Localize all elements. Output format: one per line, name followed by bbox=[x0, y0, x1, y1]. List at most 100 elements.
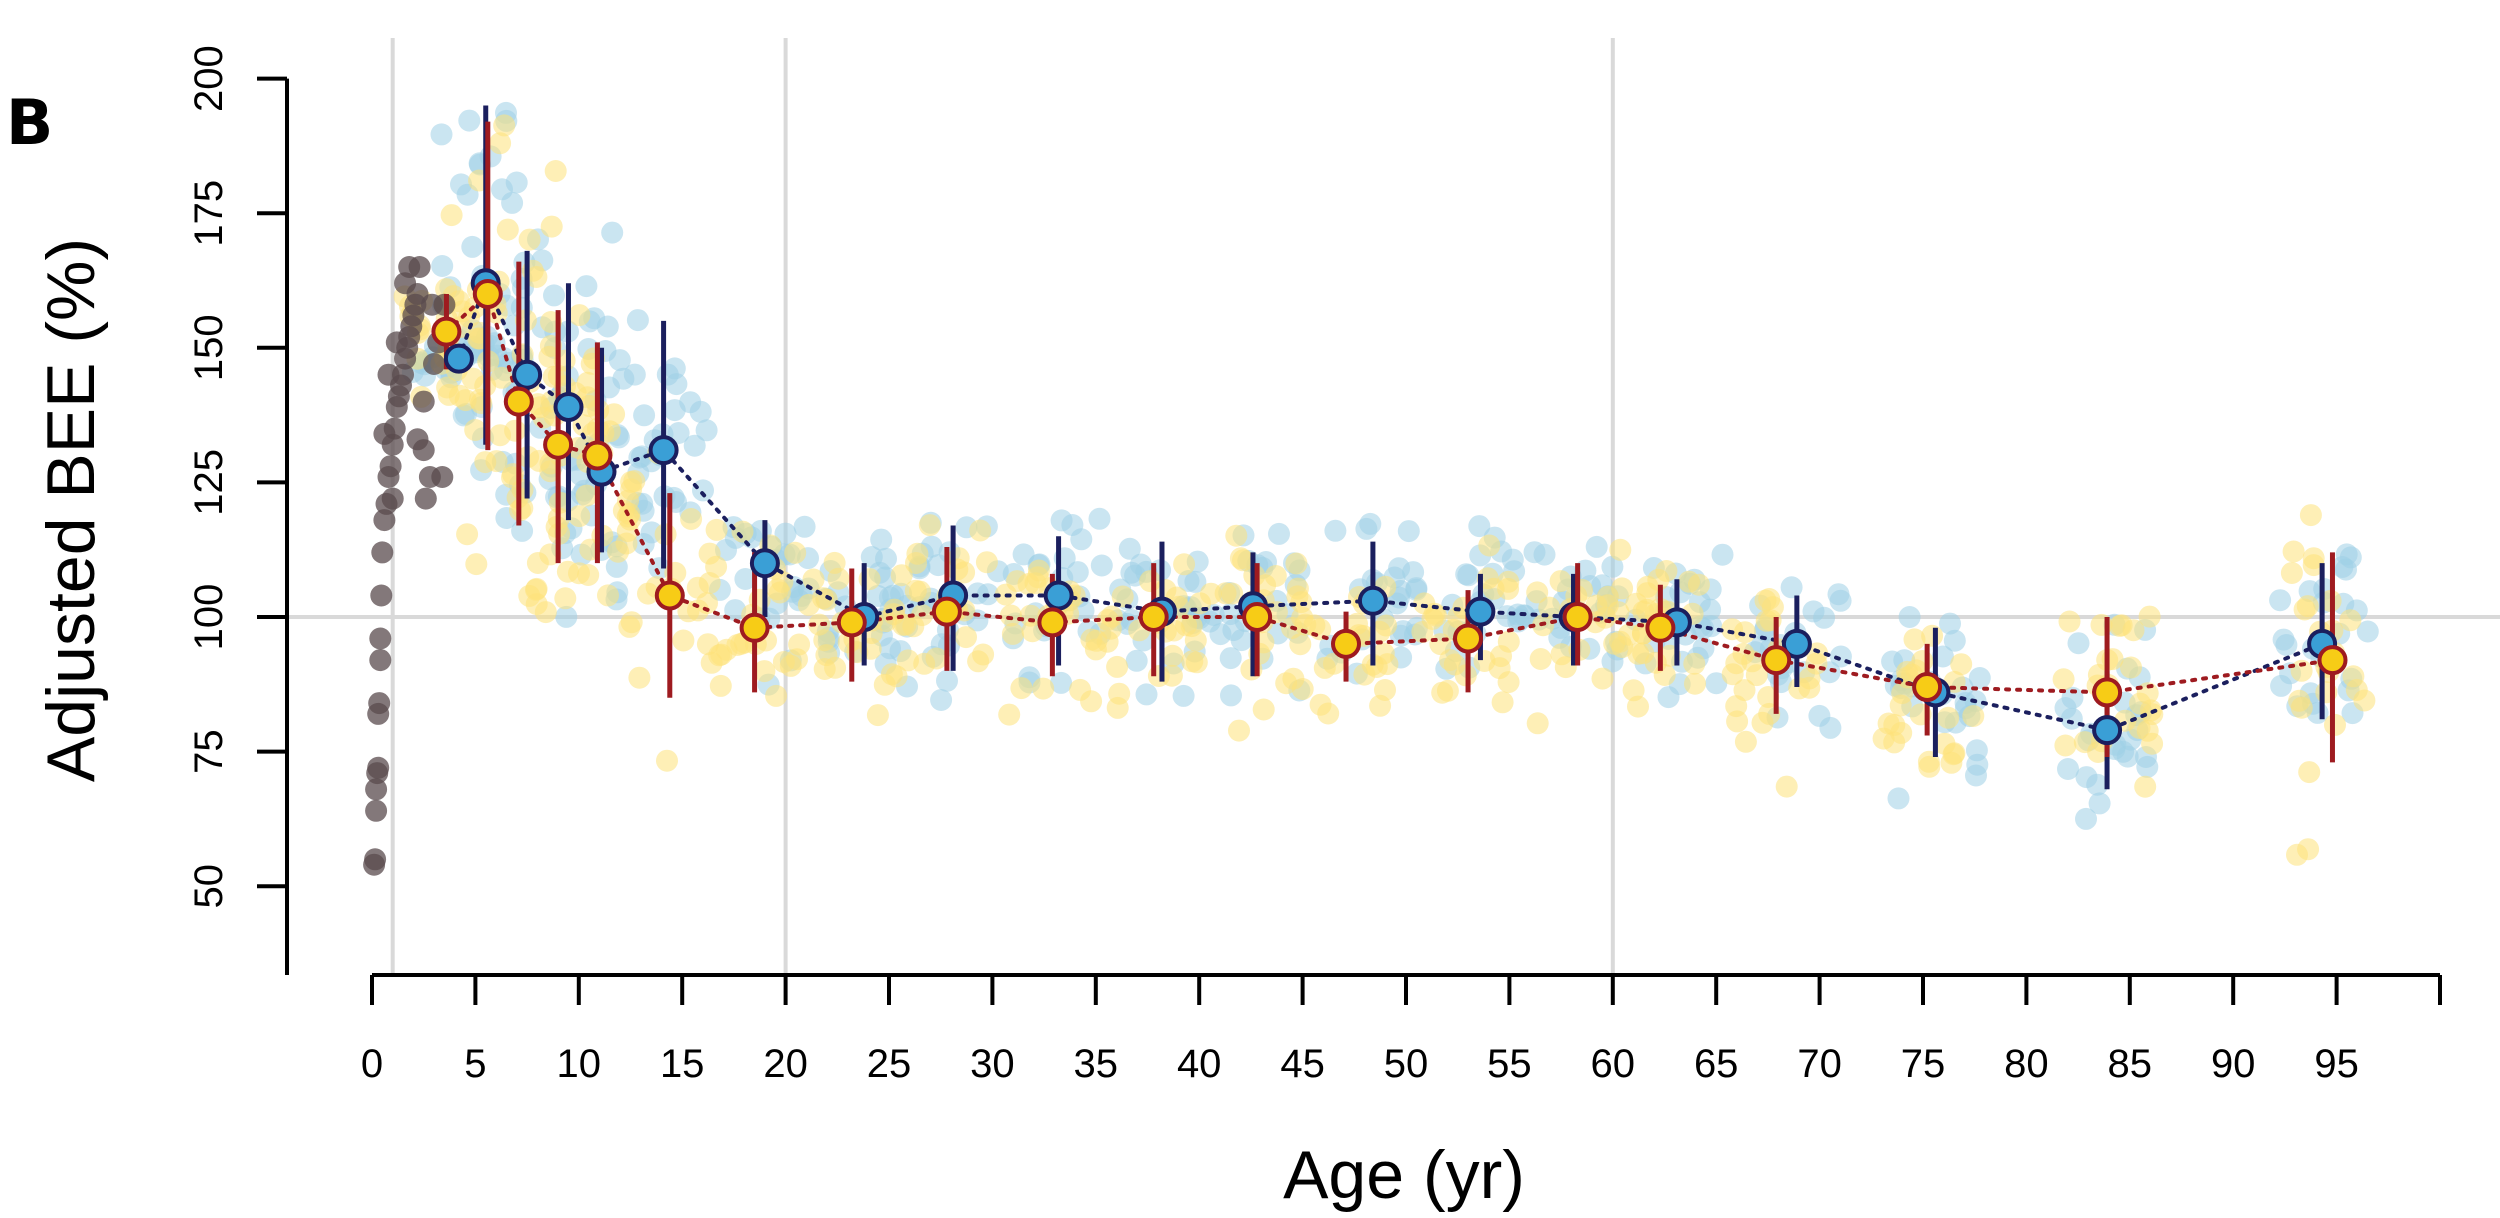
infant-point bbox=[379, 455, 402, 478]
scatter-point bbox=[620, 471, 643, 493]
x-tick-label: 45 bbox=[1280, 1042, 1325, 1086]
scatter-point bbox=[1431, 681, 1454, 704]
scatter-point bbox=[656, 749, 678, 772]
mean-points bbox=[431, 268, 2348, 746]
scatter-point bbox=[608, 349, 631, 372]
scatter-point bbox=[1529, 648, 1552, 670]
scatter-point bbox=[779, 654, 802, 677]
y-axis-title: Adjusted BEE (%) bbox=[33, 238, 109, 782]
yellow-mean-point bbox=[1912, 672, 1943, 702]
scatter-point bbox=[1877, 712, 1900, 735]
scatter-point bbox=[1069, 678, 1092, 701]
scatter-point bbox=[734, 568, 757, 590]
scatter-point bbox=[2054, 734, 2077, 757]
scatter-point bbox=[998, 703, 1021, 726]
scatter-point bbox=[555, 605, 578, 628]
scatter-point bbox=[2272, 628, 2295, 651]
infant-point bbox=[421, 293, 443, 316]
x-tick-label: 35 bbox=[1074, 1042, 1119, 1086]
scatter-point bbox=[1802, 600, 1825, 623]
yellow-mean-point bbox=[2092, 677, 2123, 708]
x-axis-title: Age (yr) bbox=[1283, 1137, 1525, 1213]
scatter-point bbox=[461, 235, 484, 258]
scatter-point bbox=[2052, 668, 2075, 691]
yellow-mean-point bbox=[503, 386, 534, 417]
scatter-point bbox=[1177, 570, 1200, 592]
scatter-point bbox=[1819, 716, 1842, 739]
x-tick-label: 0 bbox=[361, 1042, 383, 1086]
scatter-point bbox=[1457, 564, 1480, 587]
scatter-point bbox=[1683, 652, 1706, 675]
scatter-point bbox=[2345, 678, 2368, 701]
infant-point bbox=[423, 353, 445, 375]
scatter-point bbox=[431, 255, 454, 277]
scatter-point bbox=[1758, 588, 1781, 610]
scatter-point bbox=[1687, 573, 1710, 596]
scatter-point bbox=[1291, 678, 1314, 700]
scatter-point bbox=[904, 579, 927, 602]
scatter-point bbox=[1229, 547, 1252, 570]
scatter-point bbox=[1497, 570, 1520, 593]
infant-point bbox=[364, 848, 387, 871]
scatter-point bbox=[1111, 585, 1134, 608]
scatter-point bbox=[1601, 555, 1624, 578]
scatter-point bbox=[543, 284, 565, 307]
yellow-mean-point bbox=[472, 279, 503, 309]
scatter-point bbox=[788, 633, 811, 656]
scatter-point bbox=[1549, 570, 1572, 593]
scatter-point bbox=[1780, 576, 1803, 599]
scatter-point bbox=[897, 649, 919, 672]
scatter-point bbox=[618, 615, 641, 638]
infant-point bbox=[406, 428, 429, 451]
scatter-point bbox=[824, 656, 847, 679]
y-tick-label: 150 bbox=[187, 314, 231, 381]
scatter-point bbox=[680, 508, 703, 530]
scatter-point bbox=[866, 584, 889, 607]
scatter-point bbox=[1903, 628, 1926, 651]
background-points bbox=[393, 101, 2379, 866]
scatter-point bbox=[2356, 620, 2379, 643]
scatter-point bbox=[683, 434, 706, 457]
scatter-point bbox=[2088, 792, 2111, 815]
scatter-point bbox=[2075, 807, 2097, 830]
scatter-point bbox=[1019, 604, 1042, 627]
infant-point bbox=[368, 692, 391, 715]
scatter-point bbox=[2296, 595, 2319, 618]
infant-point bbox=[377, 363, 400, 386]
scatter-point bbox=[1219, 647, 1242, 670]
scatter-point bbox=[525, 266, 548, 288]
scatter-point bbox=[505, 171, 528, 194]
scatter-point bbox=[568, 505, 591, 528]
scatter-point bbox=[601, 221, 624, 244]
scatter-point bbox=[724, 599, 747, 622]
yellow-mean-point bbox=[431, 316, 462, 347]
scatter-point bbox=[1173, 553, 1196, 576]
scatter-point bbox=[708, 644, 731, 667]
scatter-point bbox=[1118, 537, 1141, 560]
scatter-point bbox=[2057, 758, 2079, 780]
x-tick-label: 15 bbox=[660, 1042, 705, 1086]
scatter-point bbox=[1965, 764, 1987, 787]
yellow-mean-point bbox=[543, 429, 574, 460]
y-tick-label: 50 bbox=[187, 864, 231, 909]
scatter-point bbox=[823, 551, 846, 574]
scatter-point bbox=[1775, 775, 1798, 798]
scatter-point bbox=[1290, 591, 1313, 614]
scatter-point bbox=[626, 309, 649, 332]
scatter-point bbox=[1942, 743, 1965, 766]
scatter-point bbox=[731, 520, 754, 543]
infant-point bbox=[414, 487, 437, 510]
infant-point bbox=[369, 627, 392, 650]
scatter-point bbox=[1285, 552, 1308, 575]
scatter-point bbox=[975, 551, 998, 574]
scatter-point bbox=[575, 275, 598, 298]
infant-point bbox=[371, 541, 394, 564]
x-tick-label: 60 bbox=[1591, 1042, 1636, 1086]
scatter-point bbox=[1611, 577, 1634, 600]
scatter-point bbox=[2134, 775, 2157, 798]
infant-point bbox=[369, 649, 392, 672]
scatter-point bbox=[1721, 618, 1744, 641]
infant-point bbox=[412, 390, 435, 413]
scatter-point bbox=[1921, 624, 1944, 647]
scatter-point bbox=[1289, 633, 1312, 656]
